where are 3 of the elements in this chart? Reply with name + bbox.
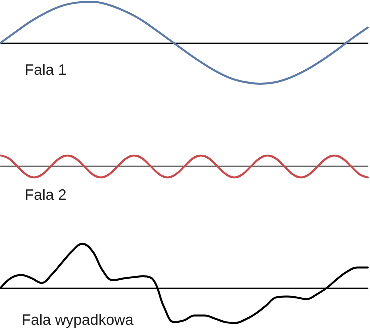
text: Fala wypadkowa (22, 312, 134, 329)
text: Fala 2 (25, 187, 67, 204)
text: Fala 1 (25, 62, 67, 79)
